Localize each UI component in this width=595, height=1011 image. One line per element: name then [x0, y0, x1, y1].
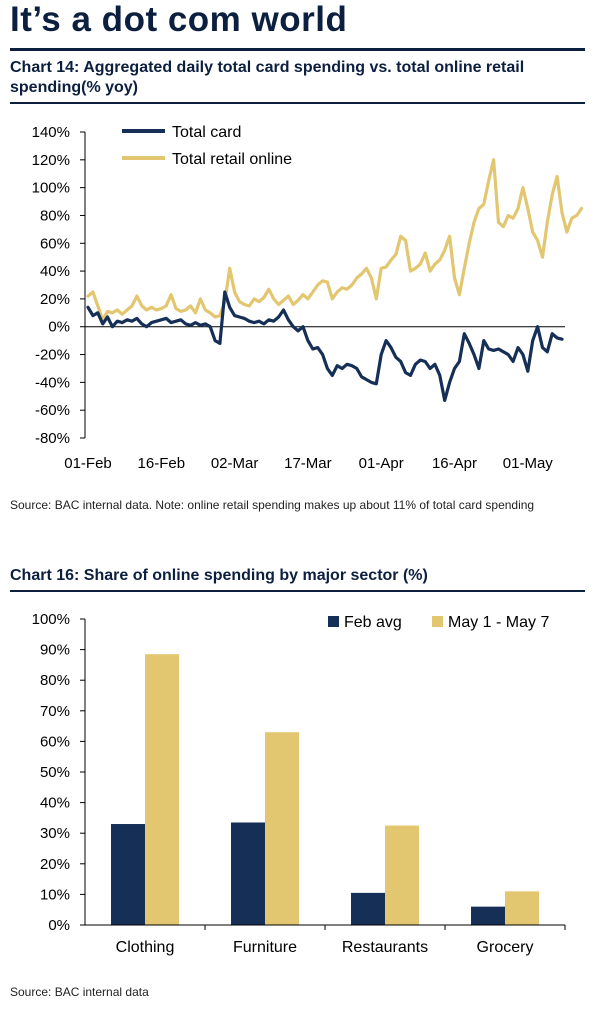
chart16-y-tick-label: 100%: [32, 611, 70, 628]
chart16-bar-may-furniture: [265, 732, 299, 925]
chart16-bar-feb-avg-grocery: [471, 906, 505, 925]
chart16-y-tick-label: 20%: [40, 856, 70, 873]
chart16-bars: [111, 654, 539, 925]
chart16-bar-feb-avg-clothing: [111, 824, 145, 925]
chart14-legend-label: Total card: [172, 124, 241, 141]
chart16-title-rule: [10, 590, 585, 592]
chart14-y-tick-label: 100%: [32, 180, 70, 197]
page-title: It’s a dot com world: [10, 0, 348, 39]
chart16-y-tick-label: 80%: [40, 672, 70, 689]
chart16-title: Chart 16: Share of online spending by ma…: [10, 567, 428, 584]
chart14-x-axis: 01-Feb 16-Feb 02-Mar 17-Mar 01-Apr 16-Apr 01-M…: [64, 455, 553, 472]
chart14-x-tick-label: 01-May: [503, 455, 554, 472]
chart14-x-tick-label: 17-Mar: [284, 455, 332, 472]
chart16-category-label: Furniture: [233, 939, 297, 956]
chart16-source-note: Source: BAC internal data: [10, 985, 149, 999]
chart16-bar-may-grocery: [505, 891, 539, 925]
chart16-y-tick-label: 60%: [40, 733, 70, 750]
chart14-source-note: Source: BAC internal data. Note: online …: [10, 498, 535, 512]
chart16-category-label: Restaurants: [342, 939, 428, 956]
chart14-title-rule: [10, 102, 585, 104]
chart14-legend-label: Total retail online: [172, 151, 292, 168]
chart16-legend-swatch: [328, 616, 339, 627]
chart16-legend-swatch: [432, 616, 443, 627]
chart16-bar-feb-avg-furniture: [231, 822, 265, 925]
chart14-y-tick-label: 60%: [40, 235, 70, 252]
chart16-y-tick-label: 0%: [48, 917, 70, 934]
chart14-title: Chart 14: Aggregated daily total card sp…: [10, 59, 525, 96]
chart14-y-tick-label: -20%: [35, 347, 70, 364]
chart14-y-tick-label: 80%: [40, 207, 70, 224]
chart16-y-tick-label: 40%: [40, 795, 70, 812]
chart16-bar-may-restaurants: [385, 825, 419, 925]
chart14-series: [86, 158, 584, 402]
chart14-x-tick-label: 01-Feb: [64, 455, 112, 472]
chart14-y-tick-label: -60%: [35, 402, 70, 419]
chart16-bar-feb-avg-restaurants: [351, 892, 385, 925]
chart14-legend: Total card Total retail online: [122, 124, 292, 168]
chart14-y-tick-label: 0%: [48, 319, 70, 336]
chart14-y-axis: 140% 120% 100% 80% 60% 40% 20% 0% -20% -40% -60% -8…: [32, 124, 85, 447]
chart14-series-line-total-card: [86, 290, 564, 402]
chart16-bar-may-clothing: [145, 654, 179, 925]
chart14-y-tick-label: 140%: [32, 124, 70, 141]
chart16-category-label: Clothing: [116, 939, 175, 956]
chart16-y-tick-label: 30%: [40, 825, 70, 842]
chart16-y-tick-label: 50%: [40, 764, 70, 781]
chart16-legend: Feb avg May 1 - May 7: [328, 614, 549, 631]
chart14-y-tick-label: 40%: [40, 263, 70, 280]
chart14-x-tick-label: 01-Apr: [359, 455, 404, 472]
chart16-x-axis: Clothing Furniture Restaurants Grocery: [116, 925, 566, 956]
chart16-category-label: Grocery: [477, 939, 534, 956]
chart14-y-tick-label: 120%: [32, 152, 70, 169]
chart16-bar-chart: 100% 90% 80% 70% 60% 50% 40% 30% 20% 10% 0% Clothi…: [32, 611, 566, 956]
chart14-x-tick-label: 16-Apr: [432, 455, 477, 472]
chart14-line-chart: 140% 120% 100% 80% 60% 40% 20% 0% -20% -40% -60% -8…: [32, 124, 584, 472]
chart16-y-tick-label: 10%: [40, 886, 70, 903]
chart16-y-axis: 100% 90% 80% 70% 60% 50% 40% 30% 20% 10% 0%: [32, 611, 85, 934]
chart14-x-tick-label: 02-Mar: [211, 455, 259, 472]
chart14-series-line-total-retail-online: [86, 158, 584, 322]
chart14-y-tick-label: 20%: [40, 291, 70, 308]
chart16-legend-label: May 1 - May 7: [448, 614, 549, 631]
chart16-y-tick-label: 90%: [40, 642, 70, 659]
chart14-y-tick-label: -40%: [35, 374, 70, 391]
chart14-x-tick-label: 16-Feb: [138, 455, 186, 472]
chart16-y-tick-label: 70%: [40, 703, 70, 720]
title-rule: [10, 48, 585, 51]
chart16-legend-label: Feb avg: [344, 614, 402, 631]
chart14-y-tick-label: -80%: [35, 430, 70, 447]
